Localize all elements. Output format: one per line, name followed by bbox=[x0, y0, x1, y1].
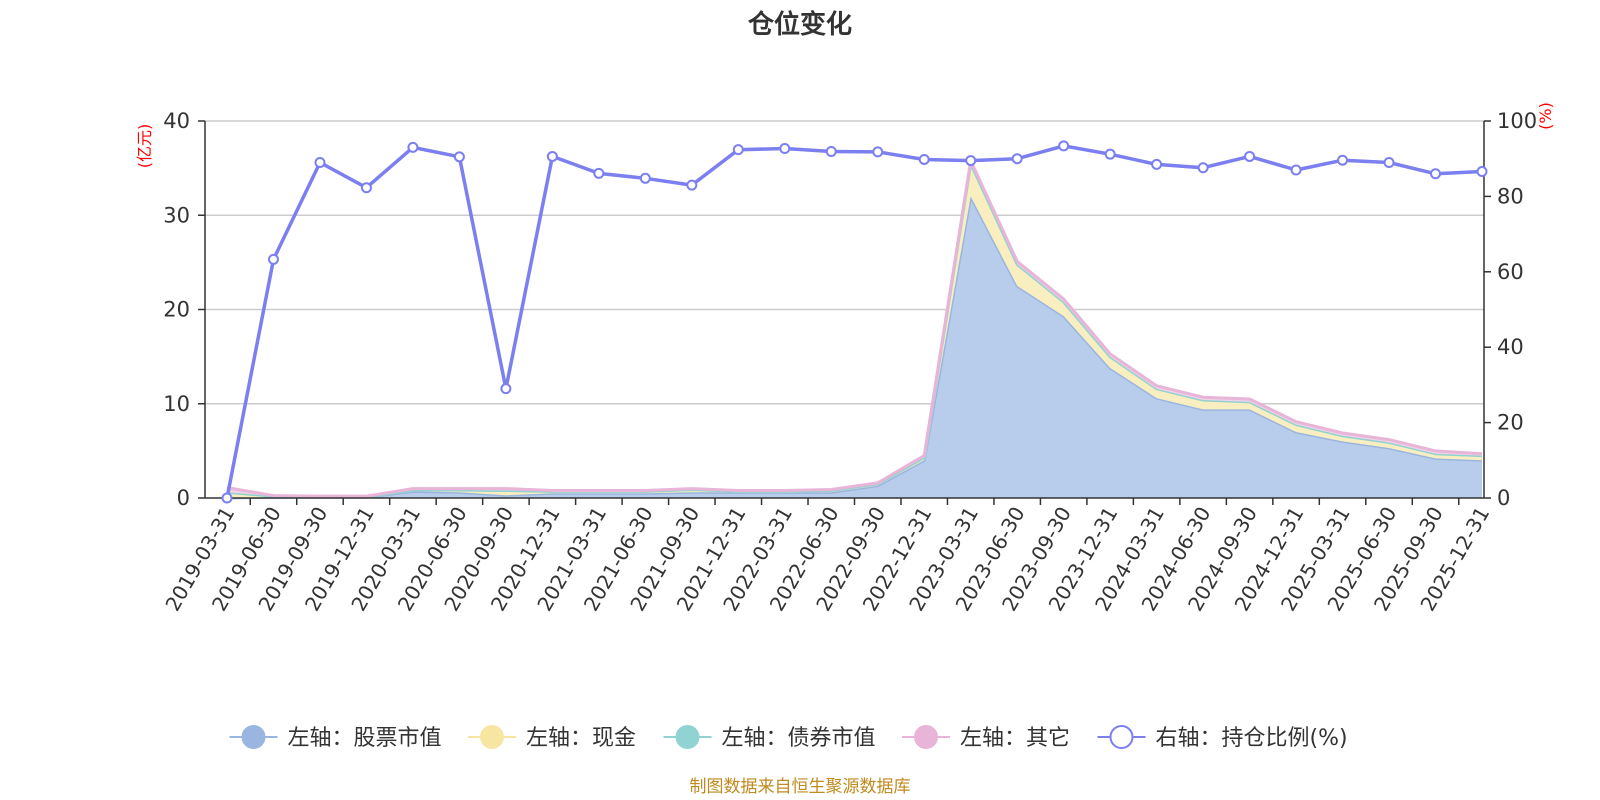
legend-item[interactable]: 左轴：其它 bbox=[902, 725, 1070, 751]
legend-item[interactable]: 左轴：债券市值 bbox=[663, 725, 876, 751]
ratio-point[interactable] bbox=[1476, 166, 1488, 178]
legend-label: 左轴：债券市值 bbox=[722, 726, 876, 751]
ratio-point[interactable] bbox=[1244, 150, 1256, 162]
legend-circle-icon bbox=[914, 725, 938, 749]
legend: 左轴：股票市值 左轴：现金 左轴：债券市值 左轴：其它 右轴：持仓比例(%) bbox=[229, 725, 1348, 751]
chart-title: 仓位变化 bbox=[747, 9, 852, 40]
ratio-point[interactable] bbox=[1197, 162, 1209, 174]
ratio-point[interactable] bbox=[453, 151, 465, 163]
left-tick-label: 0 bbox=[177, 486, 190, 510]
area-fill bbox=[227, 196, 1482, 498]
right-tick-label: 40 bbox=[1497, 335, 1524, 359]
grid-lines bbox=[205, 120, 1484, 405]
left-tick-label: 10 bbox=[163, 392, 190, 416]
ratio-point[interactable] bbox=[1337, 154, 1349, 166]
left-axis-unit: (亿元) bbox=[135, 124, 154, 169]
ratio-point[interactable] bbox=[221, 492, 233, 504]
ratio-point[interactable] bbox=[314, 156, 326, 168]
ratio-point[interactable] bbox=[1011, 153, 1023, 165]
ratio-point[interactable] bbox=[1151, 158, 1163, 170]
right-tick-label: 60 bbox=[1497, 260, 1524, 284]
area-series bbox=[226, 159, 1483, 500]
ratio-point[interactable] bbox=[779, 143, 791, 155]
ratio-point[interactable] bbox=[593, 167, 605, 179]
legend-label: 左轴：股票市值 bbox=[288, 726, 442, 751]
left-tick-label: 30 bbox=[163, 203, 190, 227]
ratio-point[interactable] bbox=[639, 172, 651, 184]
ratio-point[interactable] bbox=[1383, 156, 1395, 168]
ratio-point[interactable] bbox=[267, 253, 279, 265]
ratio-point[interactable] bbox=[1058, 140, 1070, 152]
line-series bbox=[221, 140, 1488, 504]
legend-circle-icon bbox=[1109, 725, 1134, 749]
right-tick-label: 0 bbox=[1497, 486, 1510, 510]
ratio-point[interactable] bbox=[918, 153, 930, 165]
legend-label: 左轴：现金 bbox=[526, 726, 636, 751]
left-tick-label: 20 bbox=[163, 298, 190, 322]
source-note: 制图数据来自恒生聚源数据库 bbox=[690, 777, 911, 797]
legend-item[interactable]: 右轴：持仓比例(%) bbox=[1097, 725, 1348, 751]
ratio-point[interactable] bbox=[407, 141, 419, 153]
ratio-point[interactable] bbox=[686, 179, 698, 191]
legend-item[interactable]: 左轴：股票市值 bbox=[229, 725, 442, 751]
ratio-point[interactable] bbox=[965, 155, 977, 167]
area-top-line bbox=[226, 159, 1483, 498]
left-tick-label: 40 bbox=[163, 109, 190, 133]
legend-label: 右轴：持仓比例(%) bbox=[1156, 726, 1348, 751]
ratio-point[interactable] bbox=[546, 150, 558, 162]
ratio-point[interactable] bbox=[732, 144, 744, 156]
ratio-point[interactable] bbox=[872, 146, 884, 158]
ratio-line bbox=[225, 144, 1483, 499]
legend-circle-icon bbox=[675, 725, 700, 749]
right-tick-label: 100 bbox=[1497, 109, 1537, 133]
legend-label: 左轴：其它 bbox=[960, 726, 1070, 751]
right-tick-label: 80 bbox=[1497, 184, 1524, 208]
legend-circle-icon bbox=[241, 725, 266, 749]
ratio-point[interactable] bbox=[825, 146, 837, 158]
ratio-point[interactable] bbox=[1290, 164, 1302, 176]
ratio-point[interactable] bbox=[1104, 148, 1116, 160]
right-tick-label: 20 bbox=[1497, 411, 1524, 435]
ratio-point[interactable] bbox=[360, 182, 372, 194]
legend-circle-icon bbox=[480, 725, 504, 749]
legend-item[interactable]: 左轴：现金 bbox=[468, 725, 636, 751]
ratio-point[interactable] bbox=[500, 383, 512, 395]
ratio-point[interactable] bbox=[1430, 168, 1442, 180]
right-axis-unit: (%) bbox=[1536, 102, 1555, 130]
